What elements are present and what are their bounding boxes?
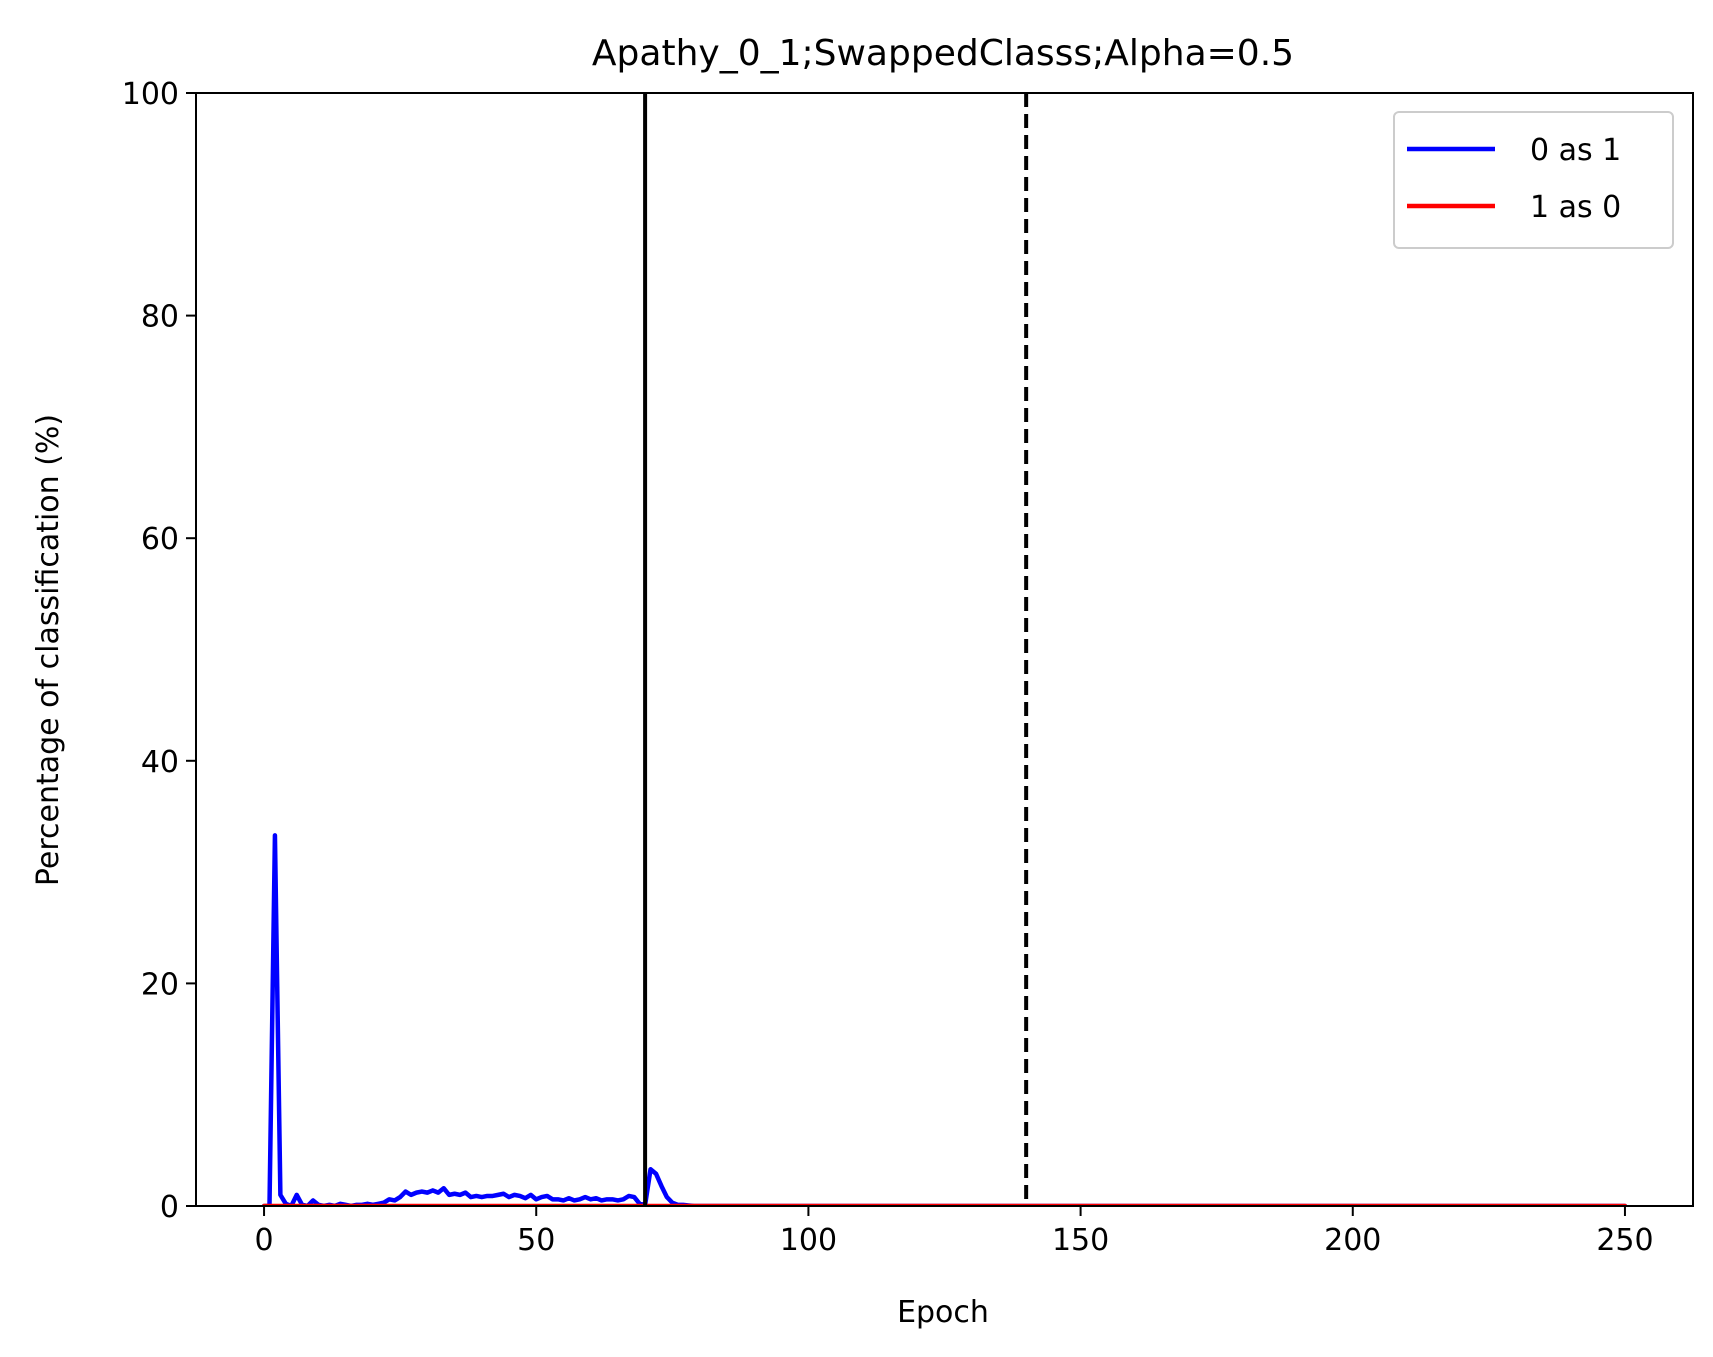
y-tick-label-2: 40 bbox=[141, 745, 179, 780]
axes-frame bbox=[195, 92, 1694, 1207]
x-tick-label-2: 100 bbox=[780, 1223, 837, 1258]
legend-box bbox=[1393, 111, 1674, 249]
y-tick-label-5: 100 bbox=[122, 77, 179, 112]
x-tick-label-0: 0 bbox=[254, 1223, 273, 1258]
y-tick-label-4: 80 bbox=[141, 300, 179, 335]
plot-area bbox=[195, 92, 1694, 1207]
legend-label-1: 1 as 0 bbox=[1530, 190, 1621, 225]
y-axis-label: Percentage of classification (%) bbox=[31, 414, 66, 886]
x-axis: 0 50 100 150 200 250 bbox=[254, 1206, 1654, 1258]
x-axis-label: Epoch bbox=[897, 1295, 989, 1330]
legend-label-0: 0 as 1 bbox=[1530, 133, 1621, 168]
y-tick-label-0: 0 bbox=[160, 1190, 179, 1225]
x-tick-label-3: 150 bbox=[1052, 1223, 1109, 1258]
x-tick-label-1: 50 bbox=[517, 1223, 555, 1258]
y-axis: 0 20 40 60 80 100 bbox=[122, 77, 196, 1225]
x-tick-label-5: 250 bbox=[1596, 1223, 1653, 1258]
chart-title: Apathy_0_1;SwappedClasss;Alpha=0.5 bbox=[592, 33, 1294, 74]
legend: 0 as 1 1 as 0 bbox=[1393, 111, 1674, 249]
x-tick-label-4: 200 bbox=[1324, 1223, 1381, 1258]
y-tick-label-3: 60 bbox=[141, 522, 179, 557]
y-tick-label-1: 20 bbox=[141, 967, 179, 1002]
